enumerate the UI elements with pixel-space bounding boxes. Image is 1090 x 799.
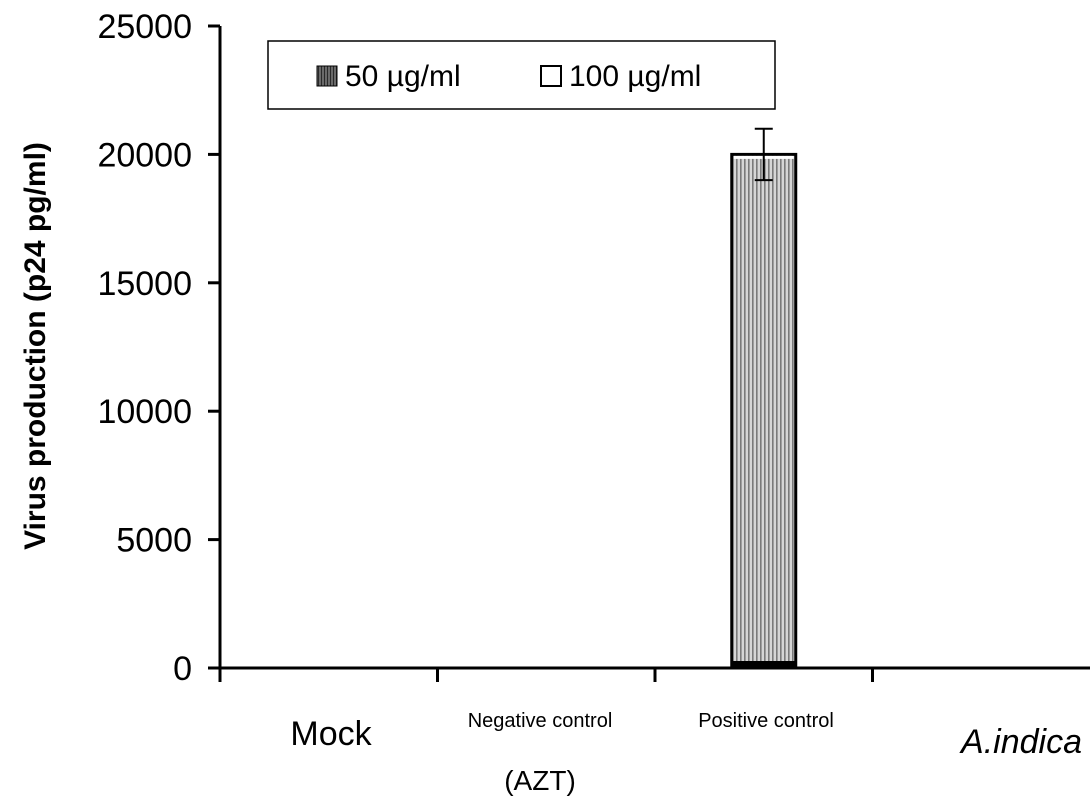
y-ticks: 0 5000 10000 15000 20000 25000 [97,8,220,688]
legend-label-50: 50 µg/ml [345,60,461,93]
y-tick-label: 15000 [97,265,192,303]
y-tick-label: 25000 [97,8,192,46]
legend-box [267,40,776,110]
category-labels: Mock Negative control (AZT) Positive contro… [290,710,1082,796]
x-category-label: Positive control [698,710,834,732]
y-tick-label: 5000 [116,522,192,560]
axes [208,26,1090,670]
legend-swatch-100 [540,65,562,87]
x-category-label: Mock [290,715,372,753]
x-category-label: Negative control [468,710,613,732]
y-tick-label: 0 [173,650,192,688]
legend-swatch-50 [316,65,338,87]
legend-label-100: 100 µg/ml [569,60,701,93]
x-category-label: A.indica [959,723,1082,761]
x-category-sublabel: (AZT) [504,765,576,796]
bar-base [731,661,796,668]
y-tick-label: 20000 [97,136,192,174]
bar [730,152,798,670]
y-axis-label: Virus production (p24 pg/ml) [19,142,52,550]
bars [730,127,798,670]
y-tick-label: 10000 [97,393,192,431]
x-ticks [218,668,874,682]
legend: 50 µg/ml 100 µg/ml [267,40,776,110]
